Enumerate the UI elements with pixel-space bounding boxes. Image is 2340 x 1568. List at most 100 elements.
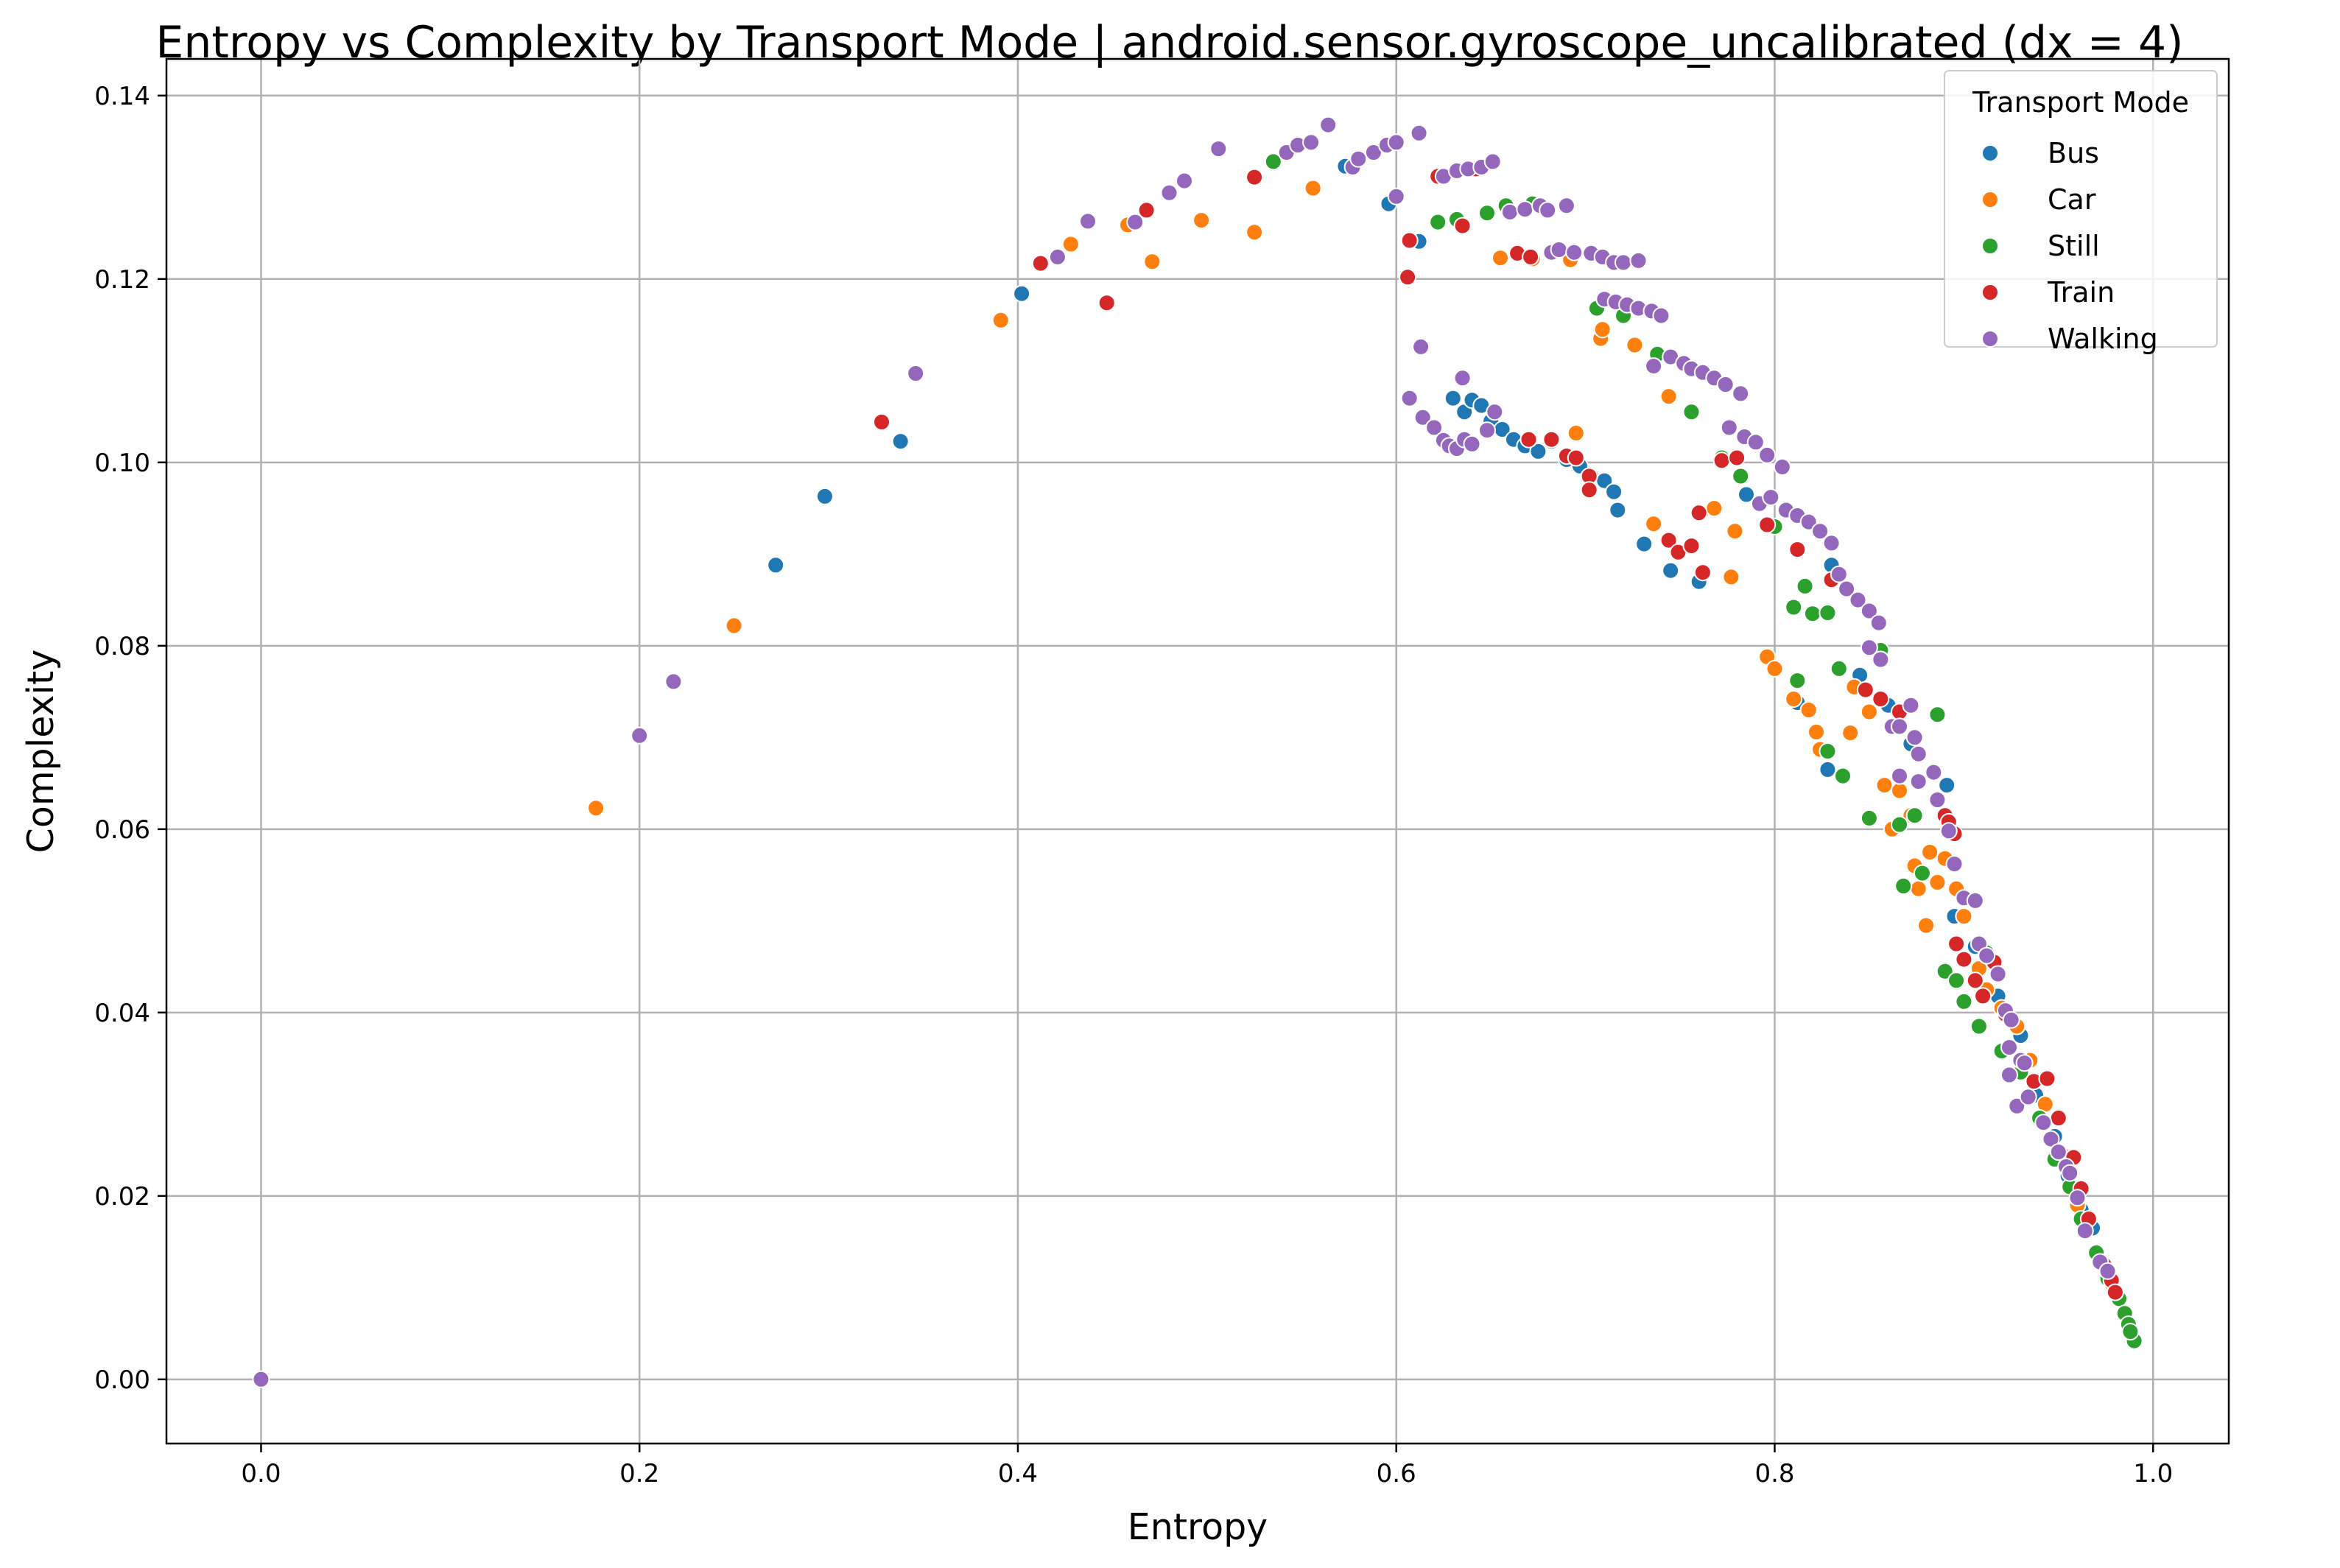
point-walking — [1486, 403, 1504, 421]
point-walking — [1615, 253, 1632, 272]
point-walking — [1302, 133, 1321, 152]
point-walking — [1811, 522, 1830, 541]
point-walking — [2042, 1130, 2060, 1148]
point-train — [1659, 531, 1678, 549]
point-train — [1974, 987, 1992, 1005]
point-walking — [1860, 639, 1878, 657]
point-train — [1690, 504, 1708, 522]
point-walking — [1645, 357, 1663, 376]
point-walking — [1176, 172, 1193, 190]
point-train — [1400, 231, 1419, 250]
point-walking — [2000, 1038, 2018, 1057]
point-car — [1626, 336, 1644, 354]
point-walking — [1989, 965, 2007, 983]
legend-label-walking: Walking — [2048, 323, 2158, 355]
point-bus — [891, 432, 910, 451]
point-car — [1909, 879, 1928, 898]
legend-box — [1944, 70, 2218, 348]
point-walking — [1849, 591, 1867, 609]
point-car — [1245, 223, 1264, 242]
data-points — [252, 116, 2143, 1388]
point-walking — [1909, 745, 1928, 763]
point-still — [2121, 1323, 2140, 1341]
point-still — [1264, 152, 1282, 171]
point-walking — [1978, 946, 1996, 965]
point-car — [1645, 515, 1663, 533]
point-walking — [1364, 144, 1382, 161]
point-walking — [2068, 1189, 2087, 1207]
point-car — [587, 799, 605, 818]
legend-label-still: Still — [2048, 230, 2100, 262]
point-car — [1807, 723, 1825, 741]
point-still — [1478, 204, 1496, 222]
point-still — [1830, 659, 1848, 678]
point-walking — [2019, 1088, 2037, 1106]
point-car — [1799, 701, 1818, 719]
point-walking — [1869, 614, 1888, 632]
point-car — [1492, 249, 1509, 267]
y-tick-label: 0.08 — [94, 632, 150, 661]
point-walking — [1773, 458, 1791, 476]
point-walking — [1891, 767, 1908, 785]
point-train — [1031, 254, 1050, 273]
point-still — [1819, 742, 1837, 760]
point-walking — [1349, 150, 1368, 168]
point-walking — [2034, 1114, 2053, 1132]
x-tick-label: 1.0 — [2133, 1459, 2173, 1488]
point-train — [1519, 430, 1538, 449]
point-train — [1856, 681, 1875, 699]
point-walking — [1939, 822, 1958, 840]
point-still — [1955, 992, 1973, 1010]
point-car — [1304, 179, 1322, 197]
point-bus — [1938, 776, 1956, 795]
point-still — [1905, 806, 1924, 825]
point-car — [1567, 424, 1585, 442]
point-train — [1788, 541, 1807, 559]
point-walking — [1838, 580, 1856, 598]
point-walking — [1909, 773, 1928, 791]
point-walking — [1732, 384, 1750, 403]
point-train — [2106, 1283, 2124, 1301]
point-train — [1399, 268, 1417, 286]
y-axis-label: Complexity — [20, 650, 62, 854]
point-walking — [2049, 1143, 2067, 1161]
point-car — [1921, 843, 1939, 861]
point-walking — [2061, 1164, 2079, 1182]
point-still — [1834, 767, 1852, 785]
point-walking — [1746, 433, 1765, 451]
point-walking — [1500, 203, 1519, 221]
point-train — [1567, 449, 1585, 467]
point-still — [1970, 1017, 1988, 1036]
point-walking — [1860, 602, 1878, 620]
legend-label-train: Train — [2047, 276, 2115, 309]
point-train — [1712, 451, 1731, 470]
point-bus — [1635, 535, 1654, 553]
point-walking — [1425, 418, 1444, 437]
point-walking — [2015, 1054, 2034, 1072]
point-walking — [1387, 133, 1405, 152]
point-walking — [630, 726, 649, 745]
point-walking — [252, 1370, 270, 1388]
y-tick-label: 0.12 — [94, 265, 150, 295]
point-car — [1143, 253, 1162, 271]
point-walking — [1048, 247, 1067, 266]
point-walking — [1400, 389, 1419, 407]
point-car — [1659, 387, 1678, 406]
y-tick-label: 0.00 — [94, 1365, 150, 1395]
point-train — [1758, 516, 1777, 534]
y-tick-label: 0.04 — [94, 999, 150, 1028]
point-still — [1860, 809, 1878, 827]
point-car — [1785, 690, 1803, 708]
point-train — [1728, 449, 1746, 467]
x-tick-label: 0.0 — [241, 1459, 281, 1488]
y-tick-label: 0.14 — [94, 82, 150, 111]
point-train — [1682, 537, 1701, 555]
point-bus — [1529, 442, 1547, 460]
point-car — [1841, 724, 1860, 742]
point-walking — [1762, 488, 1780, 507]
point-walking — [1126, 213, 1145, 231]
point-walking — [1209, 140, 1228, 158]
point-bus — [1819, 760, 1837, 778]
point-walking — [1079, 212, 1097, 231]
